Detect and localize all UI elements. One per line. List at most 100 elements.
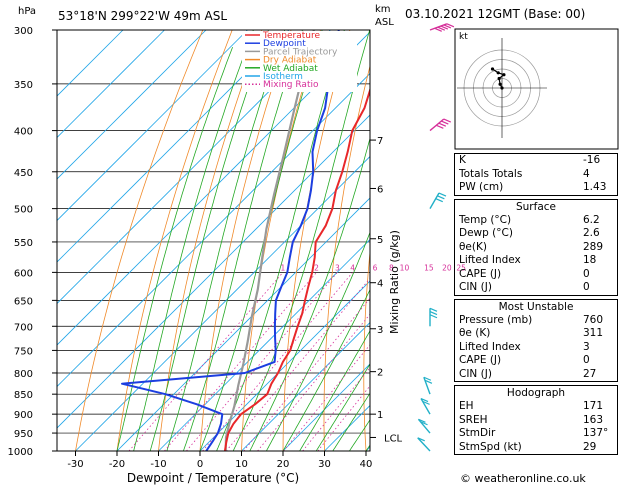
- pressure-tick-label: 550: [14, 238, 33, 249]
- pressure-tick-label: 650: [14, 296, 33, 307]
- most-unstable-box: Most Unstable Pressure (mb) 760 θe (K) 311 L…: [454, 298, 618, 382]
- km-tick-label: 2: [377, 368, 383, 379]
- most-unstable-index-value: 27: [583, 367, 597, 380]
- km-tick-label: 4: [377, 279, 383, 290]
- km-tick-label: 1: [377, 410, 383, 421]
- wet-adiabat-line: [149, 30, 269, 451]
- temperature-tick-label: -30: [67, 459, 83, 470]
- pressure-tick-label: 800: [14, 369, 33, 380]
- mixing-ratio-line: [128, 272, 284, 451]
- wind-barb: [420, 398, 431, 415]
- wind-barb-feather: [429, 310, 438, 316]
- legend-item-label: Mixing Ratio: [263, 80, 319, 90]
- wet-adiabat-line: [166, 30, 286, 451]
- temperature-tick-label: -20: [109, 459, 125, 470]
- hodograph-indices-title: Hodograph: [506, 387, 566, 399]
- wind-barb-feather: [417, 437, 425, 442]
- mixing-ratio-label: 1: [281, 263, 286, 272]
- wind-barb: [417, 437, 431, 452]
- index-label: K: [459, 154, 466, 166]
- surface-index-row: Temp (°C) 6.2: [455, 214, 617, 228]
- isotherm-line: [282, 363, 370, 451]
- index-row: Totals Totals 4: [455, 168, 617, 182]
- legend-item-label: Dewpoint: [263, 39, 306, 49]
- surface-index-row: θe(K) 289: [455, 241, 617, 255]
- hodograph-index-value: 171: [583, 400, 604, 412]
- wind-barb-feather: [434, 27, 442, 32]
- wet-adiabat-line: [299, 330, 370, 451]
- mixing-ratio-line: [164, 272, 317, 451]
- wet-adiabat-line: [199, 30, 323, 451]
- mixing-ratio-label: 20: [442, 263, 452, 272]
- mixing-ratio-axis-title: Mixing Ratio (g/kg): [388, 230, 401, 334]
- dry-adiabat-line: [158, 30, 262, 451]
- wind-barb-feather: [440, 25, 449, 30]
- most-unstable-index-label: θe (K): [459, 327, 491, 339]
- dewpoint-line: [121, 30, 340, 451]
- location-label: 53°18'N 299°22'W 49m ASL: [58, 9, 227, 23]
- surface-index-row: Dewp (°C) 2.6: [455, 227, 617, 241]
- hodograph-index-label: StmDir: [459, 427, 496, 439]
- isotherm-line: [57, 72, 370, 388]
- wet-adiabat-line: [282, 288, 370, 451]
- most-unstable-index-label: CAPE (J): [459, 354, 502, 366]
- index-label: Totals Totals: [459, 167, 523, 180]
- temperature-tick-label: 10: [235, 459, 248, 470]
- surface-index-row: CIN (J) 0: [455, 281, 617, 295]
- index-value: 4: [583, 167, 590, 180]
- wind-barb-feather: [423, 376, 432, 381]
- wind-barb-feather: [437, 26, 446, 31]
- wind-barb-feather: [438, 192, 447, 197]
- wind-barb-feather: [418, 418, 426, 423]
- wind-barb-feather: [437, 195, 445, 200]
- hodograph-point: [497, 76, 501, 81]
- dry-adiabat-line: [402, 30, 438, 451]
- dry-adiabat-line: [116, 30, 233, 451]
- temperature-tick-label: 0: [197, 459, 203, 470]
- surface-index-row: Lifted Index 18: [455, 254, 617, 268]
- surface-index-label: CIN (J): [459, 281, 492, 293]
- temperature-tick-label: -10: [150, 459, 166, 470]
- legend-item-label: Parcel Trajectory: [263, 47, 338, 57]
- indices-panel: K -16 Totals Totals 4 PW (cm) 1.43 Surface Te…: [454, 153, 618, 458]
- hodograph-index-label: SREH: [459, 413, 488, 426]
- hodograph-index-row: EH 171: [455, 400, 617, 414]
- pressure-tick-label: 400: [14, 127, 33, 138]
- km-tick-label: 3: [377, 325, 383, 336]
- hodograph-point: [498, 82, 502, 86]
- mixing-ratio-label: 25: [456, 263, 466, 272]
- hodograph-index-label: StmSpd (kt): [459, 440, 522, 453]
- hodograph-point: [496, 71, 500, 75]
- hodograph-index-row: StmDir 137°: [455, 427, 617, 441]
- mixing-ratio-line: [225, 277, 370, 451]
- legend-item-label: Dry Adiabat: [263, 56, 317, 66]
- pressure-tick-label: 300: [14, 26, 33, 37]
- pressure-tick-label: 450: [14, 168, 33, 179]
- datetime-label: 03.10.2021 12GMT (Base: 00): [405, 7, 585, 21]
- legend-item-label: Temperature: [262, 31, 320, 41]
- wet-adiabat-line: [133, 30, 254, 451]
- isotherm-line: [57, 30, 290, 263]
- wind-barb-feather: [420, 398, 429, 403]
- pressure-tick-label: 600: [14, 268, 33, 279]
- temperature-line: [223, 86, 370, 451]
- mixing-ratio-line: [243, 297, 370, 451]
- most-unstable-index-value: 0: [583, 354, 590, 366]
- hodograph-unit-label: kt: [459, 32, 468, 42]
- km-tick-label: 6: [377, 184, 383, 195]
- wet-adiabat-line: [116, 46, 233, 451]
- hodograph-point: [490, 67, 495, 71]
- legend-item-label: Wet Adiabat: [263, 64, 318, 74]
- wet-adiabat-line: [315, 363, 370, 451]
- mixing-ratio-label: 8: [389, 263, 394, 272]
- footer-credit: © weatheronline.co.uk: [460, 472, 586, 485]
- wind-barb-feather: [429, 307, 438, 312]
- mixing-ratio-label: 2: [314, 263, 319, 272]
- wind-barb-feather: [443, 24, 452, 29]
- asl-label: ASL: [375, 17, 394, 28]
- most-unstable-index-value: 3: [583, 340, 590, 353]
- most-unstable-index-label: CIN (J): [459, 367, 492, 380]
- wet-adiabat-line: [266, 231, 370, 451]
- surface-index-label: θe(K): [459, 240, 487, 253]
